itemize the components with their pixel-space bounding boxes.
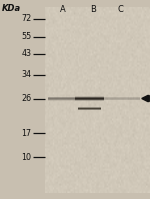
Text: KDa: KDa (2, 4, 21, 13)
Text: 43: 43 (21, 49, 32, 58)
Text: 55: 55 (21, 32, 32, 41)
Text: 34: 34 (21, 70, 32, 79)
Text: 26: 26 (21, 94, 32, 103)
Bar (48, 100, 75, 101)
Bar (75, 99, 104, 100)
Text: 72: 72 (21, 14, 32, 23)
Bar (75, 100, 104, 101)
Bar (75, 96, 104, 97)
Bar (75, 98, 104, 99)
Bar (48, 97, 75, 98)
Bar (75, 97, 104, 98)
Text: A: A (60, 5, 66, 14)
Text: C: C (117, 5, 123, 14)
Bar (48, 98, 75, 99)
Bar (45, 8, 149, 193)
FancyArrow shape (142, 96, 149, 101)
Text: 10: 10 (21, 153, 32, 162)
Text: B: B (90, 5, 96, 14)
Text: 17: 17 (21, 129, 32, 138)
